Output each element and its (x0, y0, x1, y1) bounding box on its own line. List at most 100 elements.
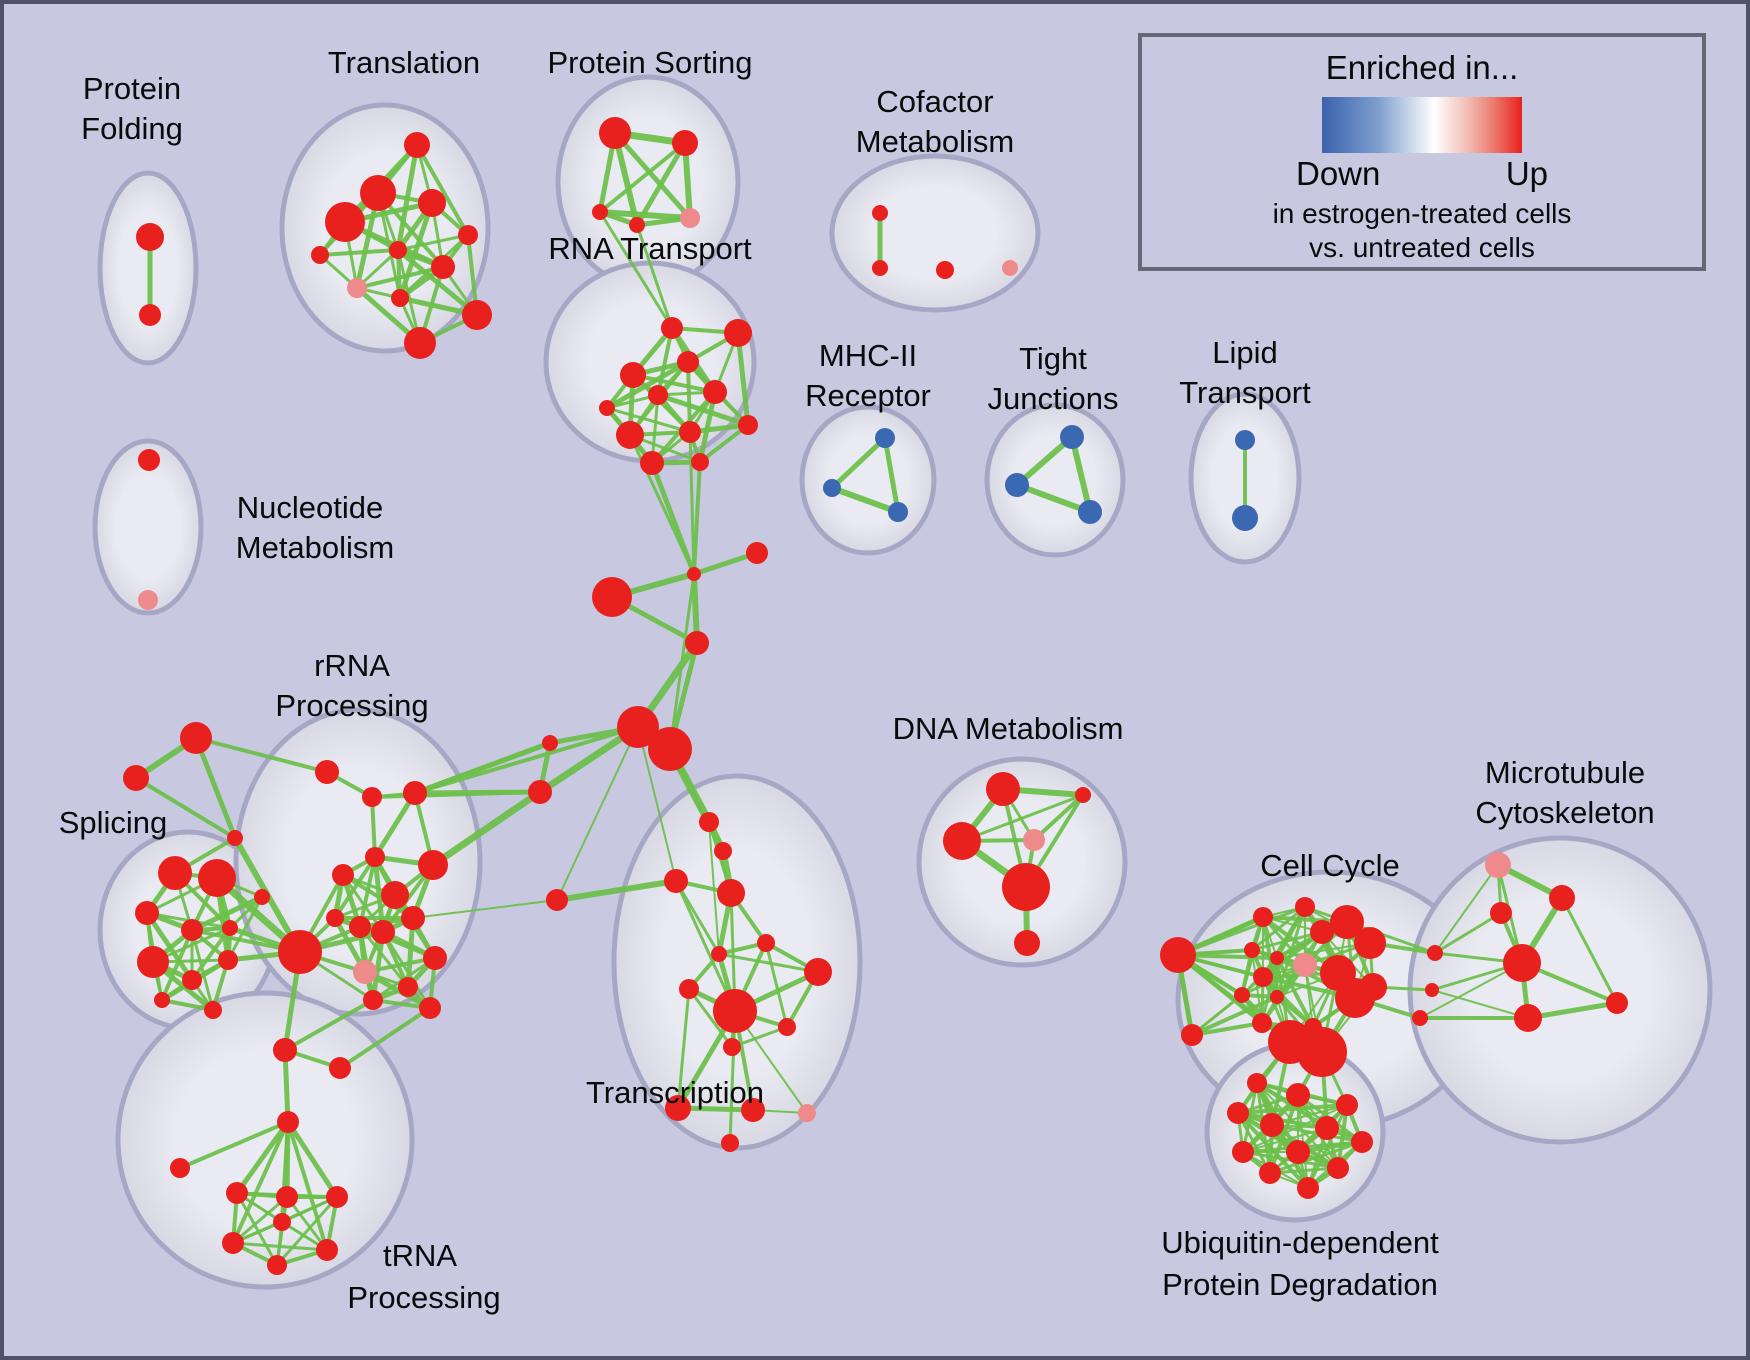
edge-link (637, 726, 677, 882)
node-translation-0 (404, 132, 430, 158)
node-trna-processing-0 (277, 1111, 299, 1133)
node-splicing-2 (135, 901, 159, 925)
node-translation-9 (462, 300, 492, 330)
node-connector-nodes-5 (648, 727, 692, 771)
node-rrna-processing-14 (418, 850, 448, 880)
edge-connector-nodes (193, 737, 238, 839)
node-transcription-1 (714, 842, 732, 860)
cluster-label-rrna-processing: Processing (275, 688, 428, 723)
edge-rrna-processing (381, 931, 432, 1009)
cluster-label-microtubule-cytoskeleton: Microtubule (1485, 755, 1645, 790)
node-microtubule-cytoskeleton-4 (1514, 1004, 1542, 1032)
node-rna-transport-0 (661, 317, 683, 339)
node-rrna-processing-6 (401, 906, 425, 930)
node-splicing-0 (158, 856, 192, 890)
node-connector-nodes-7 (528, 780, 552, 804)
node-dna-metabolism-4 (1002, 863, 1050, 911)
edge-trna-processing (286, 1121, 329, 1251)
edge-trna-processing (231, 1121, 290, 1244)
edge-protein-sorting (598, 141, 687, 214)
legend-gradient-bar (1322, 97, 1522, 153)
node-dna-metabolism-1 (1075, 787, 1091, 803)
node-transcription-2 (664, 869, 688, 893)
cluster-label-rrna-processing: rRNA (314, 648, 390, 683)
node-trna-processing-5 (276, 1186, 298, 1208)
node-tight-junctions-2 (1078, 500, 1102, 524)
edge-tight-junctions (1015, 482, 1092, 515)
node-transcription-5 (711, 946, 727, 962)
node-rrna-processing-13 (419, 997, 441, 1019)
node-trna-processing-9 (267, 1255, 287, 1275)
cluster-label-dna-metabolism: DNA Metabolism (893, 711, 1124, 746)
cluster-label-tight-junctions: Junctions (988, 381, 1119, 416)
edge-transcription (708, 821, 720, 955)
edge-trna-processing (232, 1195, 288, 1245)
node-translation-11 (311, 246, 329, 264)
node-ubiquitin-degradation-4 (1260, 1113, 1284, 1137)
cluster-label-cofactor-metabolism: Metabolism (856, 124, 1015, 159)
node-protein-folding-1 (139, 304, 161, 326)
node-rrna-processing-12 (363, 990, 383, 1010)
legend-subtitle-1: in estrogen-treated cells (1272, 198, 1572, 229)
node-rrna-processing-8 (371, 920, 395, 944)
edge-connector-nodes (668, 573, 696, 750)
node-connector-nodes-0 (687, 567, 701, 581)
edge-splicing (190, 894, 264, 933)
edge-link (1431, 989, 1529, 1019)
node-connector-nodes-9 (1425, 983, 1439, 997)
node-rrna-processing-3 (365, 847, 385, 867)
cluster-label-mhc2-receptor: MHC-II (819, 338, 917, 373)
edge-link (649, 462, 697, 575)
node-transcription-12 (665, 1095, 691, 1121)
edge-trna-processing (234, 1120, 291, 1195)
node-protein-folding-0 (136, 223, 164, 251)
node-rna-transport-1 (724, 319, 752, 347)
node-splicing-6 (182, 970, 202, 990)
node-rrna-processing-1 (362, 787, 382, 807)
node-rna-transport-8 (640, 451, 664, 475)
node-microtubule-cytoskeleton-3 (1503, 944, 1541, 982)
edge-tight-junctions (1069, 436, 1093, 513)
edge-rrna-processing (370, 796, 377, 858)
edge-translation (319, 248, 399, 257)
edge-connector-nodes (693, 550, 758, 577)
cluster-label-ubiquitin-degradation: Ubiquitin-dependent (1161, 1225, 1439, 1260)
node-rrna-processing-15 (278, 930, 322, 974)
node-splicing-10 (154, 992, 170, 1008)
node-connector-nodes-3 (685, 631, 709, 655)
node-trna-processing-2 (329, 1057, 351, 1079)
node-translation-8 (391, 289, 409, 307)
node-cell-cycle-8 (1293, 953, 1317, 977)
node-cell-cycle-10 (1253, 967, 1273, 987)
node-ubiquitin-degradation-2 (1336, 1094, 1358, 1116)
edge-mhc2-receptor (830, 436, 887, 490)
node-protein-sorting-2 (592, 204, 608, 220)
cluster-label-protein-sorting: Protein Sorting (547, 45, 752, 80)
node-rrna-processing-11 (398, 977, 418, 997)
node-translation-4 (458, 225, 478, 245)
edge-transcription (718, 952, 819, 974)
edge-tight-junctions (1015, 434, 1074, 488)
cluster-label-ubiquitin-degradation: Protein Degradation (1162, 1267, 1438, 1302)
node-cell-cycle-11 (1234, 987, 1250, 1003)
edge-ubiquitin-degradation (1242, 1127, 1328, 1153)
node-rrna-processing-9 (423, 946, 447, 970)
node-trna-processing-6 (326, 1186, 348, 1208)
node-cell-cycle-17 (1181, 1024, 1203, 1046)
cluster-label-nucleotide-metabolism: Nucleotide (237, 490, 383, 525)
edge-connector-nodes (134, 776, 237, 840)
cluster-label-lipid-transport: Transport (1179, 375, 1311, 410)
cluster-ellipse-cofactor-metabolism (829, 153, 1041, 313)
edge-cell-cycle (1191, 995, 1278, 1037)
edge-link (414, 740, 551, 796)
node-cell-cycle-12 (1270, 990, 1284, 1004)
cluster-label-nucleotide-metabolism: Metabolism (236, 530, 395, 565)
legend-up-label: Up (1505, 155, 1548, 192)
edge-link (598, 211, 674, 329)
node-translation-2 (325, 202, 365, 242)
node-trna-processing-10 (273, 1213, 291, 1231)
node-trna-processing-1 (273, 1038, 297, 1062)
node-connector-nodes-12 (123, 765, 149, 791)
